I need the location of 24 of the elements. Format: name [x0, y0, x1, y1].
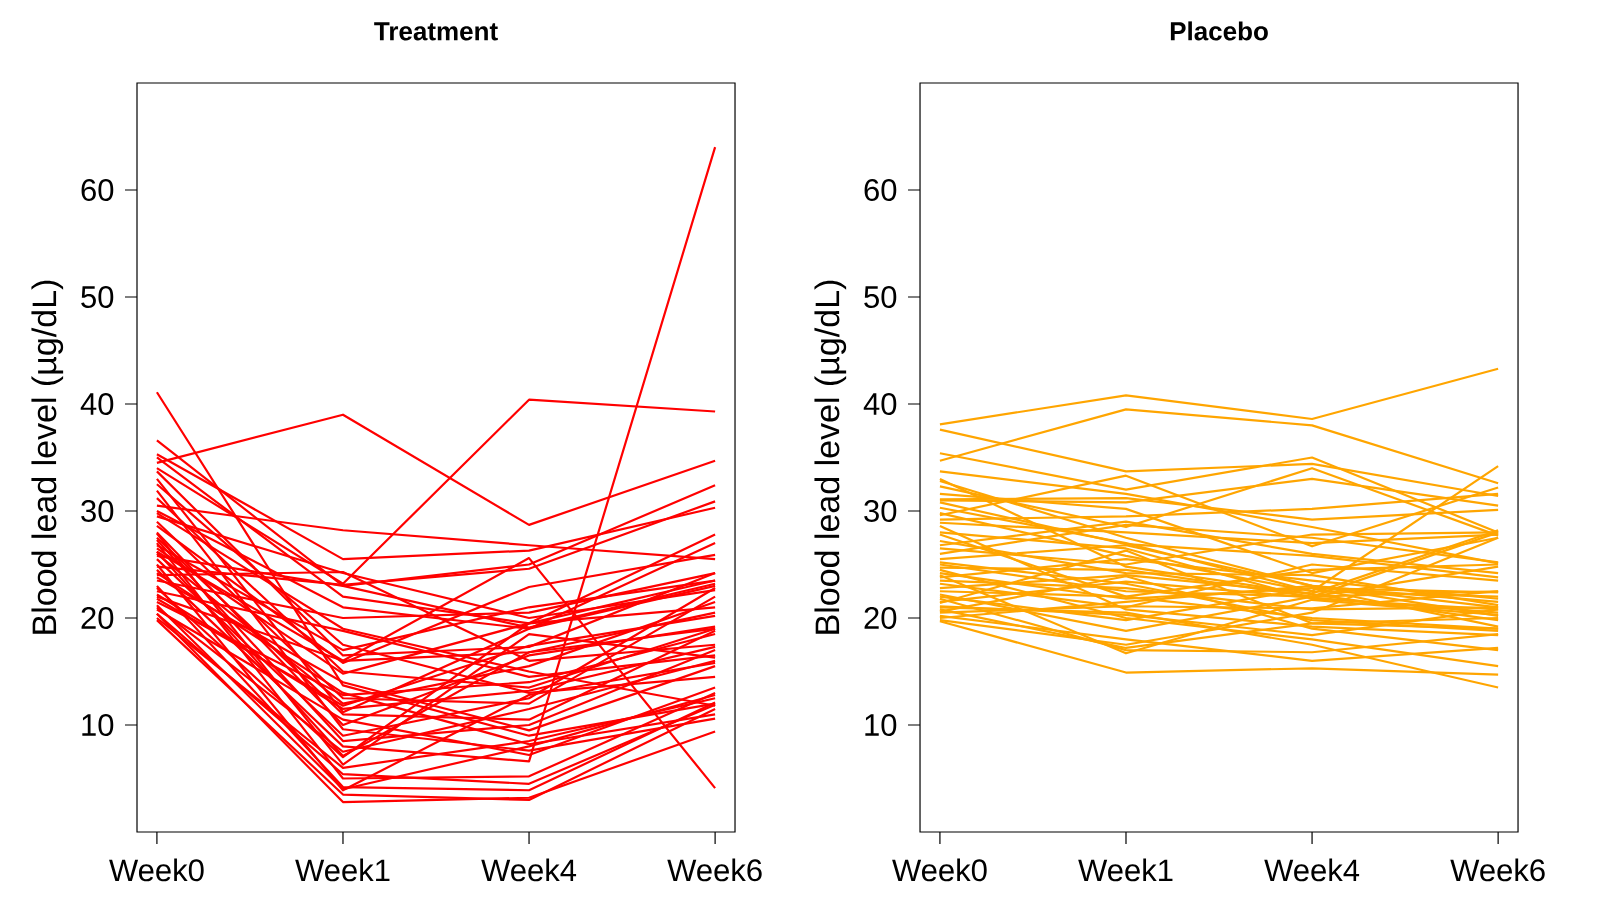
y-tick-label: 30	[81, 500, 114, 522]
y-tick-label: 50	[864, 286, 897, 308]
chart-title: Placebo	[1170, 21, 1268, 41]
x-tick-label: Week1	[295, 858, 390, 882]
y-tick-label: 20	[864, 607, 897, 629]
y-axis-title: Blood lead level (µg/dL)	[31, 280, 64, 634]
y-axis-title: Blood lead level (µg/dL)	[814, 280, 847, 634]
chart-title: Treatment	[374, 22, 498, 41]
y-tick-label: 40	[863, 393, 897, 415]
x-tick-label: Week0	[892, 858, 987, 882]
y-tick-label: 30	[864, 500, 897, 522]
y-tick-label: 60	[81, 179, 114, 201]
x-tick-label: Week6	[667, 858, 762, 882]
y-tick-label: 10	[82, 714, 114, 736]
x-tick-label: Week6	[1450, 858, 1545, 882]
y-tick-label: 40	[80, 393, 114, 415]
y-tick-label: 10	[865, 714, 897, 736]
y-tick-label: 60	[864, 179, 897, 201]
x-tick-label: Week1	[1078, 858, 1173, 882]
x-tick-label: Week4	[481, 858, 577, 882]
y-tick-label: 20	[81, 607, 114, 629]
x-tick-label: Week4	[1264, 858, 1360, 882]
x-tick-label: Week0	[109, 858, 204, 882]
y-tick-label: 50	[81, 286, 114, 308]
